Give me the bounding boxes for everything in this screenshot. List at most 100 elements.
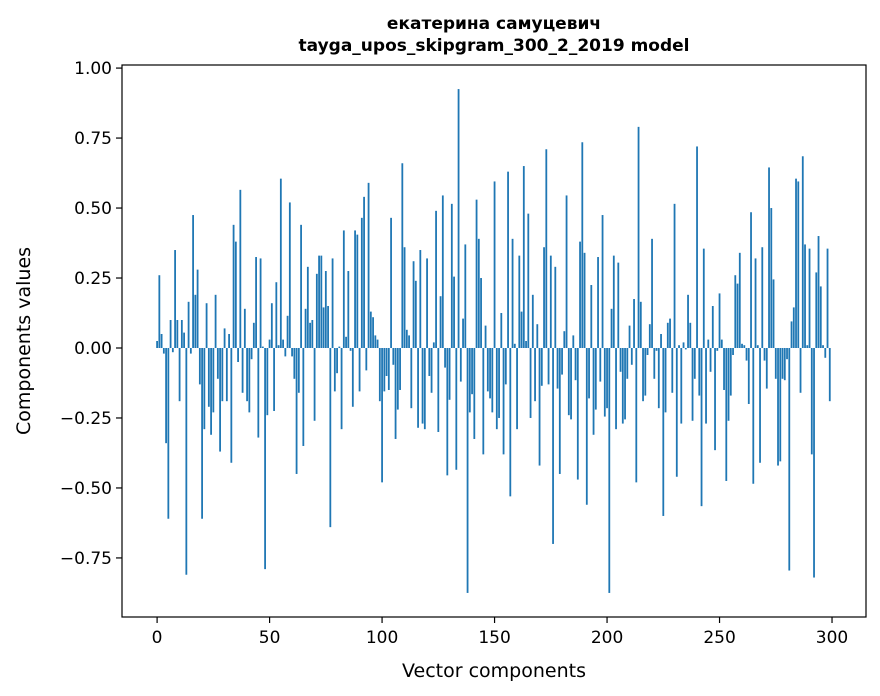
- y-tick-label: −0.75: [60, 549, 112, 569]
- bar-0: [156, 341, 158, 348]
- bar-229: [671, 347, 674, 393]
- bar-134: [457, 89, 460, 348]
- bar-123: [432, 342, 435, 348]
- bar-129: [446, 347, 449, 476]
- bar-122: [430, 347, 433, 393]
- bar-139: [468, 347, 471, 413]
- bar-164: [525, 341, 527, 348]
- bar-224: [660, 334, 662, 348]
- bar-219: [648, 324, 651, 348]
- bar-178: [556, 347, 559, 389]
- y-tick-label: 0.75: [74, 129, 112, 149]
- bar-87: [351, 347, 354, 407]
- bar-50: [268, 339, 271, 348]
- bar-241: [698, 347, 701, 396]
- bar-137: [464, 244, 467, 348]
- bar-57: [284, 347, 287, 357]
- bar-170: [538, 347, 541, 466]
- bar-152: [498, 347, 500, 418]
- bar-10: [178, 347, 181, 402]
- bar-93: [365, 347, 368, 371]
- bar-22: [205, 303, 208, 348]
- bar-114: [412, 261, 415, 348]
- bar-69: [311, 320, 314, 348]
- bar-81: [338, 346, 341, 348]
- y-tick-label: 1.00: [74, 59, 112, 79]
- bar-258: [736, 283, 739, 348]
- bar-225: [662, 347, 665, 516]
- bar-297: [824, 347, 827, 358]
- bar-17: [194, 294, 197, 348]
- bar-9: [176, 320, 179, 348]
- bar-217: [644, 347, 647, 396]
- bar-107: [396, 347, 399, 410]
- bar-286: [799, 347, 802, 393]
- bar-199: [603, 347, 606, 417]
- bar-263: [747, 347, 750, 404]
- y-axis-label: Components values: [13, 247, 35, 435]
- bar-210: [628, 325, 631, 348]
- bar-195: [594, 347, 597, 410]
- bar-38: [241, 347, 244, 393]
- bar-257: [734, 275, 737, 348]
- bar-130: [448, 347, 451, 400]
- bar-117: [419, 250, 422, 348]
- bar-120: [426, 258, 428, 348]
- bar-179: [558, 347, 561, 474]
- bar-275: [774, 347, 777, 379]
- bar-244: [705, 347, 707, 424]
- bar-43: [252, 322, 255, 348]
- bar-140: [471, 347, 473, 395]
- bar-4: [165, 347, 167, 444]
- x-tick-label: 200: [591, 628, 623, 648]
- bar-180: [561, 347, 563, 375]
- bar-127: [441, 195, 444, 348]
- bar-135: [459, 347, 462, 382]
- bar-240: [696, 146, 698, 348]
- bar-181: [563, 331, 566, 348]
- bar-171: [540, 347, 543, 386]
- bar-272: [768, 167, 770, 348]
- bar-145: [482, 347, 485, 455]
- bar-239: [693, 347, 696, 379]
- bar-63: [297, 347, 300, 393]
- bar-168: [534, 347, 536, 402]
- bar-196: [597, 257, 599, 348]
- bar-90: [358, 347, 361, 392]
- bar-296: [822, 345, 824, 348]
- bar-150: [493, 181, 496, 348]
- bar-183: [567, 347, 570, 416]
- bar-172: [543, 247, 545, 348]
- bar-14: [187, 301, 190, 348]
- bar-61: [293, 347, 296, 379]
- bar-147: [486, 347, 489, 392]
- bar-30: [223, 328, 226, 348]
- bar-113: [410, 347, 413, 409]
- bar-259: [738, 252, 741, 348]
- bar-67: [306, 266, 309, 348]
- bar-200: [606, 347, 608, 409]
- bar-24: [210, 347, 212, 435]
- bar-33: [230, 347, 233, 463]
- bar-109: [401, 163, 404, 348]
- bar-254: [727, 347, 730, 421]
- bar-56: [282, 339, 284, 348]
- bar-15: [189, 347, 192, 354]
- bar-281: [788, 347, 791, 571]
- bar-136: [462, 318, 464, 348]
- bar-267: [756, 345, 759, 348]
- bar-96: [372, 317, 374, 348]
- bar-102: [385, 347, 388, 376]
- bar-218: [646, 347, 649, 355]
- bar-249: [716, 347, 719, 351]
- bar-283: [792, 307, 795, 348]
- bar-236: [687, 294, 689, 348]
- bar-256: [732, 347, 734, 355]
- bar-18: [196, 269, 199, 348]
- bar-212: [633, 299, 635, 348]
- bar-76: [327, 306, 329, 348]
- bar-115: [414, 280, 417, 348]
- bar-266: [754, 258, 757, 348]
- bar-165: [527, 213, 530, 348]
- bar-162: [520, 311, 523, 348]
